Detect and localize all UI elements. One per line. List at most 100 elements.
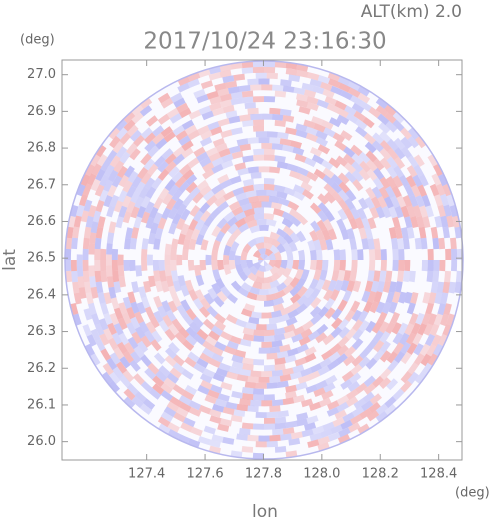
echo-cell xyxy=(408,270,416,283)
echo-cell xyxy=(320,81,333,92)
echo-cell xyxy=(246,260,254,269)
echo-cell xyxy=(187,260,195,271)
echo-cell xyxy=(185,326,198,339)
echo-cell xyxy=(162,193,173,206)
echo-cell xyxy=(413,343,424,356)
echo-cell xyxy=(133,373,145,386)
echo-cell xyxy=(154,280,164,293)
echo-cell xyxy=(216,291,228,303)
echo-cell xyxy=(177,434,191,444)
echo-cell xyxy=(366,159,378,172)
echo-cell xyxy=(269,166,281,174)
echo-cell xyxy=(94,323,105,336)
echo-cell xyxy=(304,422,317,431)
echo-cell xyxy=(392,332,404,345)
echo-cell xyxy=(110,297,120,310)
echo-cell xyxy=(244,102,256,109)
echo-cell xyxy=(321,228,331,241)
echo-cell xyxy=(438,237,446,250)
echo-cell xyxy=(264,183,275,191)
echo-cell xyxy=(293,325,305,336)
echo-cell xyxy=(78,287,87,299)
echo-cell xyxy=(400,146,413,159)
echo-cell xyxy=(376,280,385,293)
echo-cell xyxy=(88,265,95,277)
echo-cell xyxy=(402,270,410,283)
echo-cell xyxy=(118,332,129,346)
echo-cell xyxy=(106,149,118,163)
echo-cell xyxy=(136,301,147,315)
echo-cell xyxy=(115,146,128,159)
echo-cell xyxy=(223,254,230,266)
echo-cell xyxy=(330,181,343,194)
echo-cell xyxy=(152,383,165,395)
echo-cell xyxy=(379,148,392,161)
echo-cell xyxy=(90,286,99,299)
echo-cell xyxy=(139,97,153,109)
echo-cell xyxy=(242,184,254,193)
echo-cell xyxy=(273,303,285,312)
echo-cell xyxy=(309,278,319,290)
echo-cell xyxy=(264,96,276,103)
echo-cell xyxy=(394,156,406,169)
echo-cell xyxy=(113,160,125,173)
echo-cell xyxy=(324,210,335,222)
y-tick-label: 26.6 xyxy=(27,214,56,229)
echo-cell xyxy=(116,127,128,140)
echo-cell xyxy=(126,306,136,320)
echo-cell xyxy=(287,309,300,319)
echo-cell xyxy=(392,260,399,272)
echo-cell xyxy=(330,424,343,435)
echo-cell xyxy=(107,337,119,351)
echo-cell xyxy=(95,168,106,182)
echo-cell xyxy=(394,147,406,160)
echo-cell xyxy=(326,103,340,113)
echo-cell xyxy=(109,352,121,365)
echo-cell xyxy=(166,107,180,119)
echo-cell xyxy=(143,158,155,171)
echo-cell xyxy=(264,255,270,260)
echo-cell xyxy=(280,260,288,269)
echo-cell xyxy=(375,411,389,423)
echo-cell xyxy=(266,189,278,197)
echo-cell xyxy=(281,211,294,222)
echo-cell xyxy=(301,428,314,438)
echo-cell xyxy=(373,349,385,362)
echo-cell xyxy=(266,440,278,448)
echo-cell xyxy=(117,190,128,203)
echo-cell xyxy=(245,322,257,330)
echo-cell xyxy=(184,228,194,241)
echo-cell xyxy=(134,311,145,324)
echo-cell xyxy=(253,394,264,401)
echo-cell xyxy=(358,227,368,240)
echo-cell xyxy=(365,150,378,163)
echo-cell xyxy=(250,370,262,377)
echo-cell xyxy=(386,351,398,364)
echo-cell xyxy=(157,160,169,173)
echo-cell xyxy=(207,389,220,399)
echo-cell xyxy=(252,423,264,430)
echo-cell xyxy=(242,327,254,336)
echo-cell xyxy=(298,106,311,115)
echo-cell xyxy=(286,250,294,260)
echo-cell xyxy=(400,205,410,218)
echo-cell xyxy=(362,117,375,129)
echo-cell xyxy=(88,302,97,315)
echo-cell xyxy=(140,381,153,393)
echo-cell xyxy=(379,131,392,143)
echo-cell xyxy=(306,171,319,182)
echo-cell xyxy=(193,210,204,222)
echo-cell xyxy=(282,115,295,123)
echo-cell xyxy=(258,137,270,144)
echo-cell xyxy=(199,260,207,271)
echo-cell xyxy=(117,341,128,355)
echo-cell xyxy=(130,206,140,219)
echo-cell xyxy=(91,313,101,326)
echo-cell xyxy=(279,344,291,353)
echo-cell xyxy=(258,166,270,173)
echo-cell xyxy=(222,436,235,445)
echo-cell xyxy=(126,142,138,156)
echo-cell xyxy=(137,340,149,353)
echo-cell xyxy=(438,173,448,187)
echo-cell xyxy=(296,303,308,314)
